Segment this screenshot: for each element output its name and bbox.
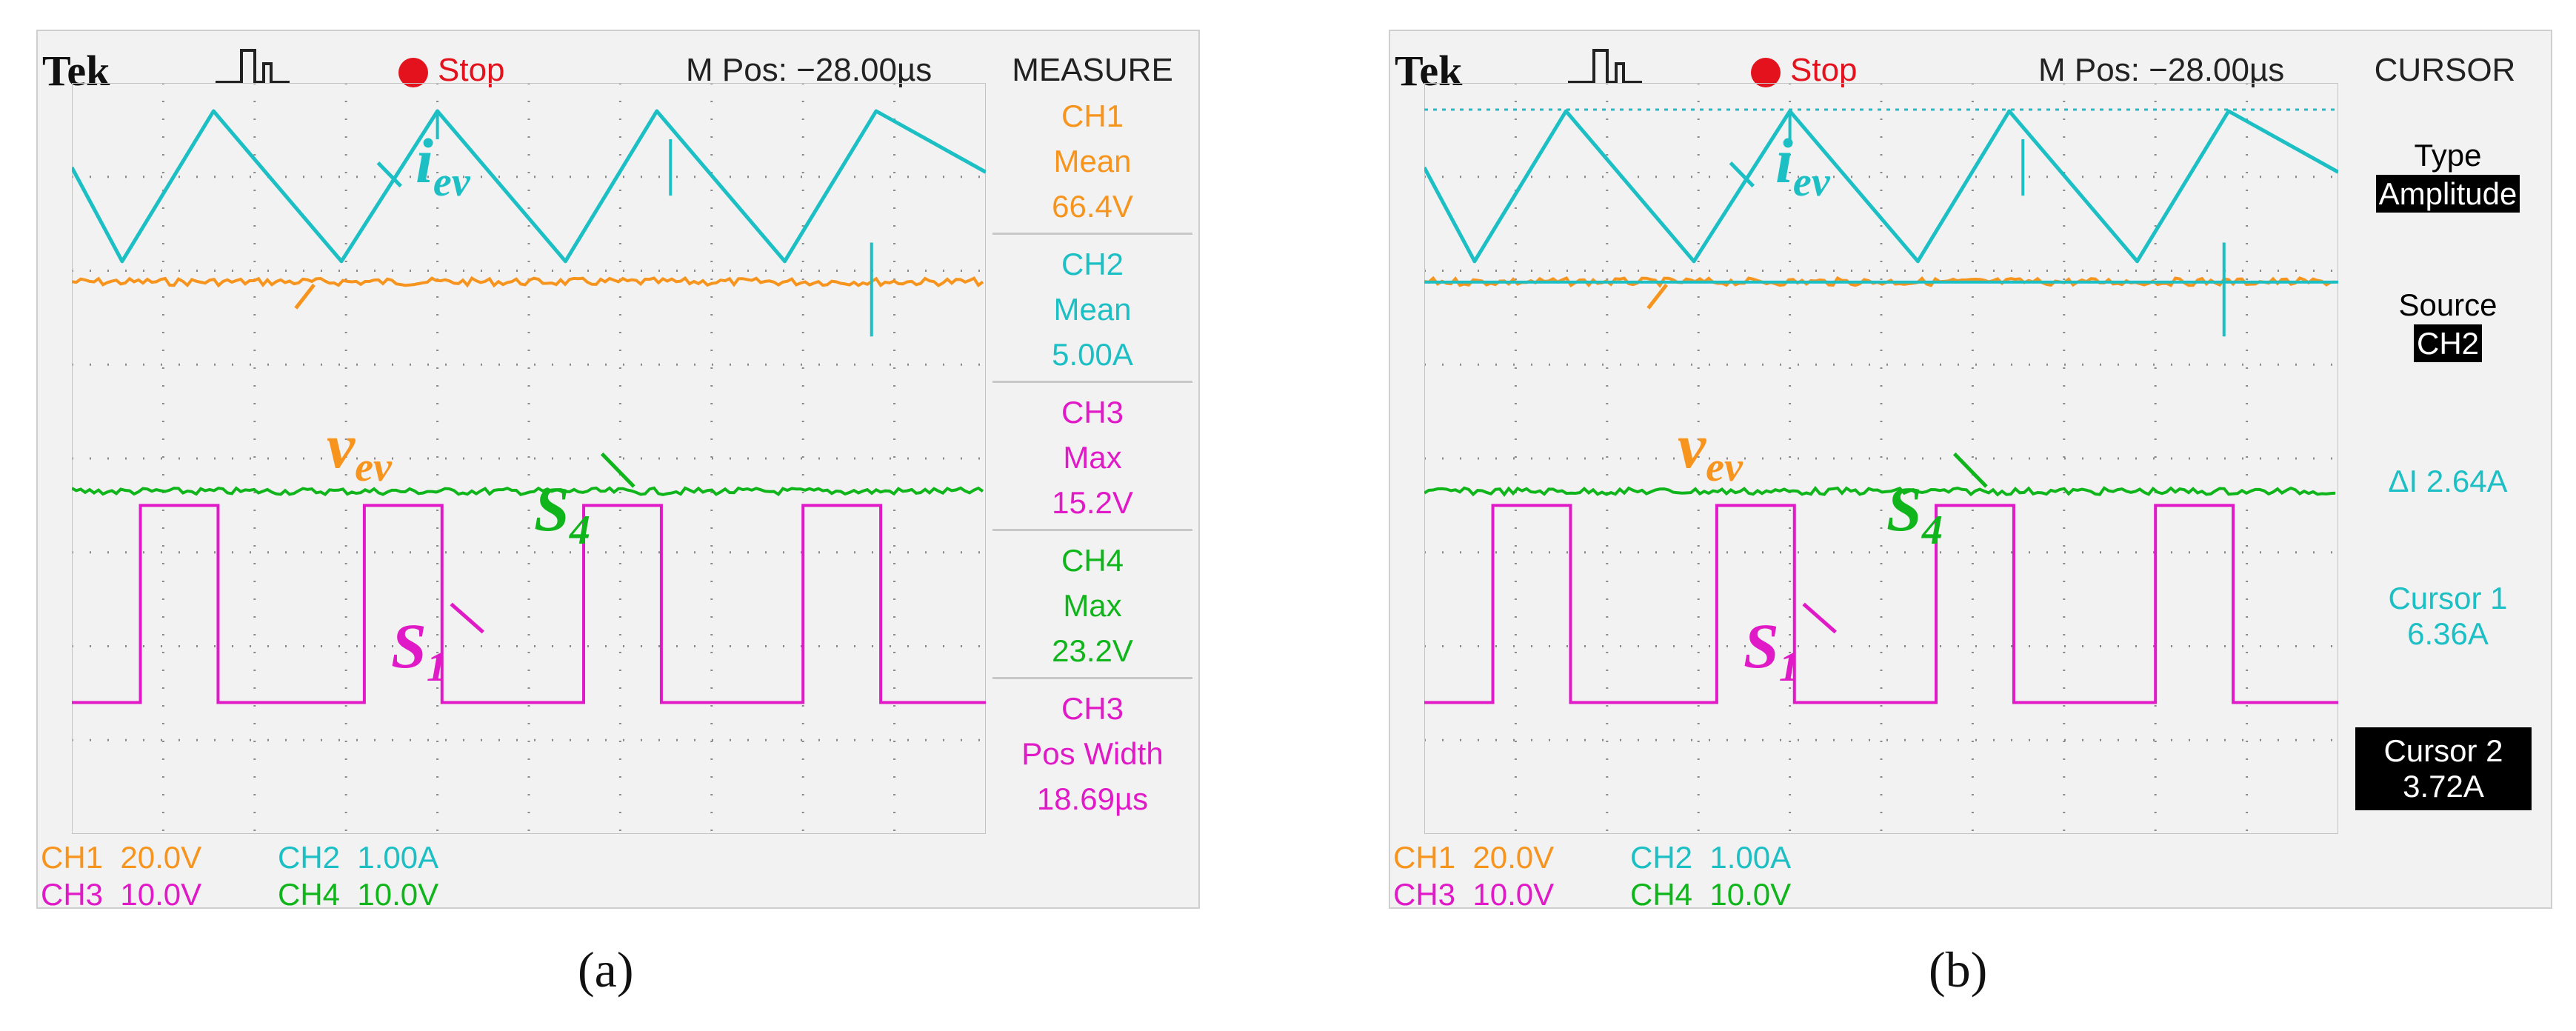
measure-box-ch1[interactable]: CH1 Mean 66.4V [992, 93, 1192, 235]
iev-arrow [1729, 161, 1755, 188]
label-iev: iev [416, 125, 470, 206]
cursor-source[interactable]: Source CH2 [2345, 287, 2551, 362]
screen-border [1424, 83, 2338, 834]
trigger-state: Stop [438, 52, 505, 88]
cursor-source-label: Source [2398, 287, 2497, 322]
panel-label-a: (a) [578, 941, 634, 998]
cursor-type[interactable]: Type Amplitude [2345, 138, 2551, 213]
label-s1: S1 [391, 610, 447, 691]
ch4-s4-trace [72, 486, 984, 497]
ch1-scale: CH1 20.0V [1393, 840, 1555, 875]
s4-arrow [1952, 452, 1988, 488]
measure-box-ch2[interactable]: CH2 Mean 5.00A [992, 241, 1192, 383]
vev-arrow [1646, 283, 1668, 310]
brand-label: Tek [1395, 47, 1463, 95]
ch3-scale: CH3 10.0V [41, 877, 202, 912]
cursor2[interactable]: Cursor 2 3.72A [2355, 727, 2532, 810]
cursor1-label: Cursor 1 [2388, 581, 2508, 615]
horizontal-position: M Pos: −28.00µs [2038, 52, 2285, 88]
menu-title: CURSOR [2374, 52, 2516, 88]
measure-channel: CH3 [1061, 691, 1124, 726]
ch3-s1-trace [1424, 504, 2338, 704]
vev-arrow [294, 283, 316, 310]
measure-box-ch4[interactable]: CH4 Max 23.2V [992, 538, 1192, 679]
ch4-scale: CH4 10.0V [1630, 877, 1792, 912]
label-s4: S4 [534, 473, 590, 554]
s4-arrow [600, 452, 635, 488]
measure-channel: CH2 [1061, 247, 1124, 281]
measure-box-ch3[interactable]: CH3 Max 15.2V [992, 390, 1192, 531]
cursor-menu: Type Amplitude Source CH2 ΔI 2.64A Curso… [2345, 93, 2551, 834]
ch2-iev-trace [1424, 109, 2338, 264]
measure-value: 18.69µs [1036, 781, 1149, 816]
label-iev: iev [1775, 125, 1830, 206]
cursor1-value: 6.36A [2407, 616, 2489, 651]
measure-value: 23.2V [1052, 633, 1133, 668]
s1-arrow [1802, 602, 1837, 634]
scope-header: Tek Stop M Pos: −28.00µs MEASURE [38, 31, 1198, 105]
waveform-screen [72, 83, 986, 834]
trigger-state: Stop [1790, 52, 1858, 88]
label-s1: S1 [1744, 610, 1800, 691]
ch1-vev-trace [72, 276, 984, 288]
oscilloscope-panel-b: Tek Stop M Pos: −28.00µs CURSOR Type Amp… [1389, 30, 2552, 912]
ch2-scale: CH2 1.00A [278, 840, 439, 875]
measure-type: Pos Width [1021, 736, 1164, 771]
ch3-scale: CH3 10.0V [1393, 877, 1555, 912]
measure-channel: CH3 [1061, 395, 1124, 430]
cursor-source-value: CH2 [2413, 324, 2483, 362]
measure-value: 15.2V [1052, 485, 1133, 520]
cursor-delta: ΔI 2.64A [2388, 464, 2508, 498]
ch2-iev-trace [72, 109, 986, 264]
iev-arrow [376, 161, 403, 188]
ch3-s1-trace [72, 504, 986, 704]
cursor2-value: 3.72A [2403, 769, 2484, 804]
s1-arrow [450, 602, 484, 634]
menu-title: MEASURE [1012, 52, 1173, 88]
label-vev: vev [327, 410, 392, 491]
screen-border [72, 83, 986, 834]
ch4-s4-trace [1424, 485, 2336, 497]
ch4-scale: CH4 10.0V [278, 877, 439, 912]
brand-label: Tek [42, 47, 110, 95]
waveform-screen [1424, 83, 2338, 834]
measure-channel: CH1 [1061, 99, 1124, 133]
trigger-pulse-icon [1568, 49, 1642, 84]
cursor2-label: Cursor 2 [2383, 733, 2503, 768]
horizontal-position: M Pos: −28.00µs [686, 52, 932, 88]
trigger-pulse-icon [216, 49, 290, 84]
measure-type: Max [1063, 588, 1122, 623]
cursor-type-label: Type [2414, 138, 2482, 173]
measure-box-ch3-width[interactable]: CH3 Pos Width 18.69µs [992, 686, 1192, 825]
panel-label-b: (b) [1929, 941, 1988, 998]
measure-value: 5.00A [1052, 337, 1133, 372]
measure-channel: CH4 [1061, 543, 1124, 578]
label-vev: vev [1678, 410, 1743, 491]
measure-type: Max [1063, 440, 1122, 475]
label-s4: S4 [1886, 473, 1943, 554]
cursor-type-value: Amplitude [2375, 175, 2520, 213]
ch2-scale: CH2 1.00A [1630, 840, 1792, 875]
measure-menu: CH1 Mean 66.4V CH2 Mean 5.00A CH3 Max 15… [992, 93, 1198, 834]
measure-value: 66.4V [1052, 189, 1133, 224]
measure-type: Mean [1053, 292, 1132, 327]
measure-type: Mean [1053, 144, 1132, 178]
cursor1[interactable]: Cursor 1 6.36A [2345, 581, 2551, 652]
oscilloscope-panel-a: Tek Stop M Pos: −28.00µs MEASURE CH1 Mea… [36, 30, 1200, 912]
ch1-scale: CH1 20.0V [41, 840, 202, 875]
